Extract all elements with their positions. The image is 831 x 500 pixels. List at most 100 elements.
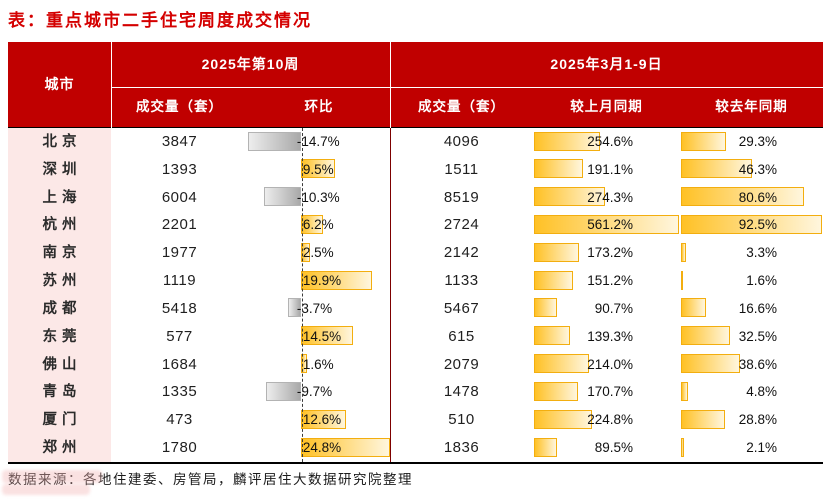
yoy-value-label: 2.1% xyxy=(746,440,777,456)
mom-value-label: 254.6% xyxy=(587,134,633,149)
yoy-data-bar xyxy=(681,187,804,207)
yoy-value-label: 29.3% xyxy=(738,134,777,149)
mom-value-label: 151.2% xyxy=(587,273,633,289)
section-divider-line xyxy=(390,128,391,462)
table-row: 厦门 473 12.6% 510 224.8% 28.8% xyxy=(8,406,823,435)
column-header-yoy: 较去年同期 xyxy=(715,99,788,115)
city-cell: 青岛 xyxy=(8,378,111,407)
city-cell: 深圳 xyxy=(8,155,111,184)
yoy-data-bar xyxy=(681,131,726,151)
header-divider-city xyxy=(111,42,112,128)
week-volume-cell: 1684 xyxy=(161,355,198,373)
wow-value-label: 14.5% xyxy=(302,328,342,344)
mom-cell: 274.3% xyxy=(533,184,680,212)
column-header-wow: 环比 xyxy=(304,99,334,115)
table-row: 北京 3847 -14.7% 4096 254.6% 29.3% xyxy=(8,128,823,156)
period-volume-cell: 1511 xyxy=(444,160,479,178)
mom-value-label: 139.3% xyxy=(587,328,633,344)
wow-value-label: 24.8% xyxy=(302,440,342,456)
week-volume-cell: 2201 xyxy=(161,216,198,234)
column-header-mom: 较上月同期 xyxy=(570,99,643,115)
yoy-cell: 4.8% xyxy=(680,378,823,406)
period-volume-cell: 2142 xyxy=(443,244,480,262)
column-header-city: 城市 xyxy=(44,77,75,93)
period-volume-cell: 510 xyxy=(448,411,475,429)
wow-value-label: 1.6% xyxy=(302,356,334,372)
mom-data-bar xyxy=(534,159,584,179)
mom-data-bar xyxy=(534,437,558,457)
yoy-cell: 1.6% xyxy=(680,267,823,295)
mom-data-bar xyxy=(534,242,579,262)
wow-data-bar xyxy=(300,159,335,179)
wow-data-bar xyxy=(300,437,390,457)
mom-data-bar xyxy=(534,381,579,401)
wow-cell: 1.6% xyxy=(248,351,390,379)
yoy-value-label: 1.6% xyxy=(746,273,777,289)
wow-value-label: 2.5% xyxy=(302,245,334,261)
yoy-value-label: 3.3% xyxy=(746,245,777,261)
mom-value-label: 173.2% xyxy=(587,245,633,261)
city-cell: 杭州 xyxy=(8,211,111,240)
header-divider-section xyxy=(390,42,391,128)
period-volume-cell: 1836 xyxy=(443,439,480,457)
period-volume-cell: 8519 xyxy=(443,188,480,206)
period-volume-cell: 1133 xyxy=(444,272,479,290)
week-volume-cell: 473 xyxy=(166,411,193,429)
table-row: 南京 1977 2.5% 2142 173.2% 3.3% xyxy=(8,239,823,268)
yoy-value-label: 32.5% xyxy=(738,328,777,344)
column-header-week-volume: 成交量（套） xyxy=(136,99,223,115)
wow-data-bar xyxy=(287,298,301,318)
mom-value-label: 561.2% xyxy=(587,217,633,233)
mom-cell: 170.7% xyxy=(533,378,680,406)
city-cell: 东莞 xyxy=(8,322,111,351)
week-volume-cell: 5418 xyxy=(161,299,198,317)
city-cell: 南京 xyxy=(8,239,111,268)
yoy-data-bar xyxy=(681,409,725,429)
yoy-data-bar xyxy=(681,354,740,374)
yoy-value-label: 92.5% xyxy=(738,217,777,233)
wow-data-bar xyxy=(300,354,307,374)
wow-data-bar xyxy=(248,131,301,151)
yoy-data-bar xyxy=(681,270,684,290)
wow-value-label: -10.3% xyxy=(296,189,340,205)
mom-cell: 561.2% xyxy=(533,211,680,239)
mom-data-bar xyxy=(534,298,558,318)
week-volume-cell: 1977 xyxy=(161,244,198,262)
yoy-cell: 28.8% xyxy=(680,406,823,434)
city-cell: 北京 xyxy=(8,128,111,156)
yoy-value-label: 4.8% xyxy=(746,384,777,400)
city-cell: 成都 xyxy=(8,294,111,323)
table-row: 佛山 1684 1.6% 2079 214.0% 38.6% xyxy=(8,350,823,379)
period-volume-cell: 615 xyxy=(448,327,475,345)
yoy-data-bar xyxy=(681,326,731,346)
wow-cell: 14.5% xyxy=(248,323,390,351)
mom-data-bar xyxy=(534,270,573,290)
table-row: 苏州 1119 19.9% 1133 151.2% 1.6% xyxy=(8,267,823,295)
yoy-cell: 3.3% xyxy=(680,239,823,267)
mom-value-label: 214.0% xyxy=(587,356,633,372)
mom-value-label: 274.3% xyxy=(587,189,633,205)
wow-data-bar xyxy=(300,242,310,262)
mom-cell: 254.6% xyxy=(533,128,680,156)
mom-cell: 151.2% xyxy=(533,267,680,295)
mom-data-bar xyxy=(534,326,570,346)
yoy-value-label: 46.3% xyxy=(738,161,777,177)
column-header-period-volume: 成交量（套） xyxy=(418,99,505,115)
mom-data-bar xyxy=(534,187,605,207)
yoy-data-bar xyxy=(681,159,752,179)
wow-cell: 6.2% xyxy=(248,211,390,239)
table-row: 杭州 2201 6.2% 2724 561.2% 92.5% xyxy=(8,211,823,240)
yoy-value-label: 38.6% xyxy=(738,356,777,372)
column-group-week: 2025年第10周 xyxy=(201,56,300,72)
wow-cell: -3.7% xyxy=(248,295,390,323)
mom-data-bar xyxy=(534,214,679,234)
header-divider-horizontal xyxy=(111,87,823,88)
week-volume-cell: 1393 xyxy=(161,160,198,178)
wow-value-label: 9.5% xyxy=(302,161,334,177)
yoy-cell: 46.3% xyxy=(680,156,823,184)
city-cell: 上海 xyxy=(8,183,111,212)
table-row: 成都 5418 -3.7% 5467 90.7% 16.6% xyxy=(8,294,823,323)
table-body: 北京 3847 -14.7% 4096 254.6% 29.3% 深圳 1393… xyxy=(8,128,823,462)
column-group-period: 2025年3月1-9日 xyxy=(550,56,663,72)
city-cell: 苏州 xyxy=(8,267,111,295)
